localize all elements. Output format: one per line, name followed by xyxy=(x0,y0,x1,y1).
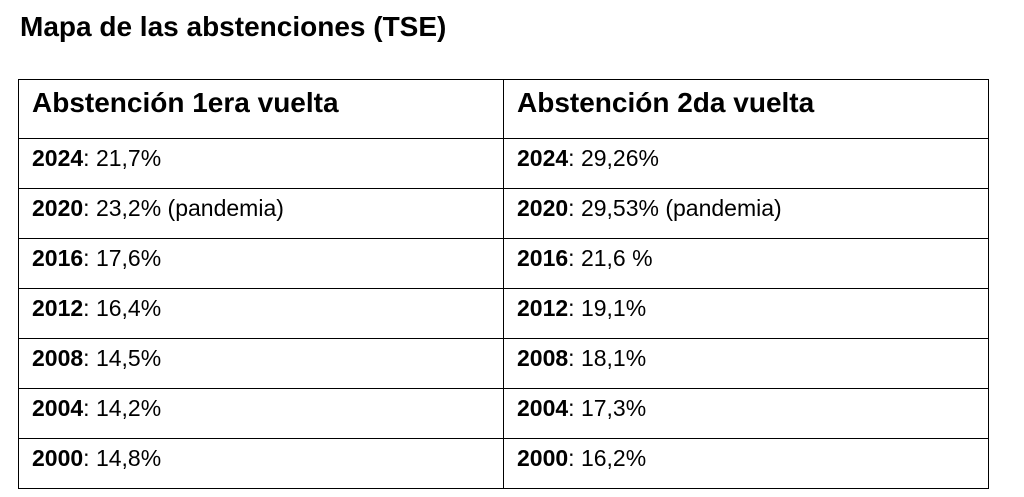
first-round-cell: 2004: 14,2% xyxy=(18,388,504,439)
year-label: 2024 xyxy=(32,145,84,171)
abstention-value: : 14,5% xyxy=(83,345,162,371)
year-label: 2020 xyxy=(517,195,569,221)
second-round-cell: 2024: 29,26% xyxy=(503,138,989,189)
abstention-value: : 18,1% xyxy=(568,345,647,371)
table-row: 2012: 16,4% 2012: 19,1% xyxy=(18,288,989,339)
year-label: 2004 xyxy=(517,395,569,421)
year-label: 2008 xyxy=(517,345,569,371)
second-round-cell: 2012: 19,1% xyxy=(503,288,989,339)
year-label: 2012 xyxy=(32,295,84,321)
table-row: 2016: 17,6% 2016: 21,6 % xyxy=(18,238,989,289)
abstention-value: : 14,2% xyxy=(83,395,162,421)
abstention-table: Abstención 1era vuelta Abstención 2da vu… xyxy=(18,79,989,489)
abstention-value: : 23,2% (pandemia) xyxy=(83,195,284,221)
second-round-cell: 2000: 16,2% xyxy=(503,438,989,489)
abstention-value: : 21,6 % xyxy=(568,245,653,271)
second-round-cell: 2004: 17,3% xyxy=(503,388,989,439)
first-round-cell: 2012: 16,4% xyxy=(18,288,504,339)
year-label: 2020 xyxy=(32,195,84,221)
table-row: 2020: 23,2% (pandemia) 2020: 29,53% (pan… xyxy=(18,188,989,239)
abstention-value: : 19,1% xyxy=(568,295,647,321)
abstention-value: : 17,3% xyxy=(568,395,647,421)
second-round-cell: 2008: 18,1% xyxy=(503,338,989,389)
year-label: 2000 xyxy=(517,445,569,471)
second-round-cell: 2016: 21,6 % xyxy=(503,238,989,289)
year-label: 2008 xyxy=(32,345,84,371)
first-round-cell: 2016: 17,6% xyxy=(18,238,504,289)
table-row: 2008: 14,5% 2008: 18,1% xyxy=(18,338,989,389)
first-round-cell: 2008: 14,5% xyxy=(18,338,504,389)
column-header-first-round: Abstención 1era vuelta xyxy=(18,79,504,139)
year-label: 2012 xyxy=(517,295,569,321)
first-round-cell: 2024: 21,7% xyxy=(18,138,504,189)
first-round-cell: 2020: 23,2% (pandemia) xyxy=(18,188,504,239)
abstention-value: : 14,8% xyxy=(83,445,162,471)
table-row: 2004: 14,2% 2004: 17,3% xyxy=(18,388,989,439)
abstention-value: : 29,53% (pandemia) xyxy=(568,195,782,221)
year-label: 2024 xyxy=(517,145,569,171)
second-round-cell: 2020: 29,53% (pandemia) xyxy=(503,188,989,239)
abstention-value: : 17,6% xyxy=(83,245,162,271)
table-row: 2000: 14,8% 2000: 16,2% xyxy=(18,438,989,489)
abstention-value: : 29,26% xyxy=(568,145,659,171)
table-header-row: Abstención 1era vuelta Abstención 2da vu… xyxy=(18,79,989,139)
page-title: Mapa de las abstenciones (TSE) xyxy=(20,11,447,42)
abstention-value: : 16,4% xyxy=(83,295,162,321)
year-label: 2004 xyxy=(32,395,84,421)
year-label: 2016 xyxy=(32,245,84,271)
column-header-second-round: Abstención 2da vuelta xyxy=(503,79,989,139)
year-label: 2016 xyxy=(517,245,569,271)
abstention-value: : 16,2% xyxy=(568,445,647,471)
table-row: 2024: 21,7% 2024: 29,26% xyxy=(18,138,989,189)
year-label: 2000 xyxy=(32,445,84,471)
first-round-cell: 2000: 14,8% xyxy=(18,438,504,489)
abstention-value: : 21,7% xyxy=(83,145,162,171)
